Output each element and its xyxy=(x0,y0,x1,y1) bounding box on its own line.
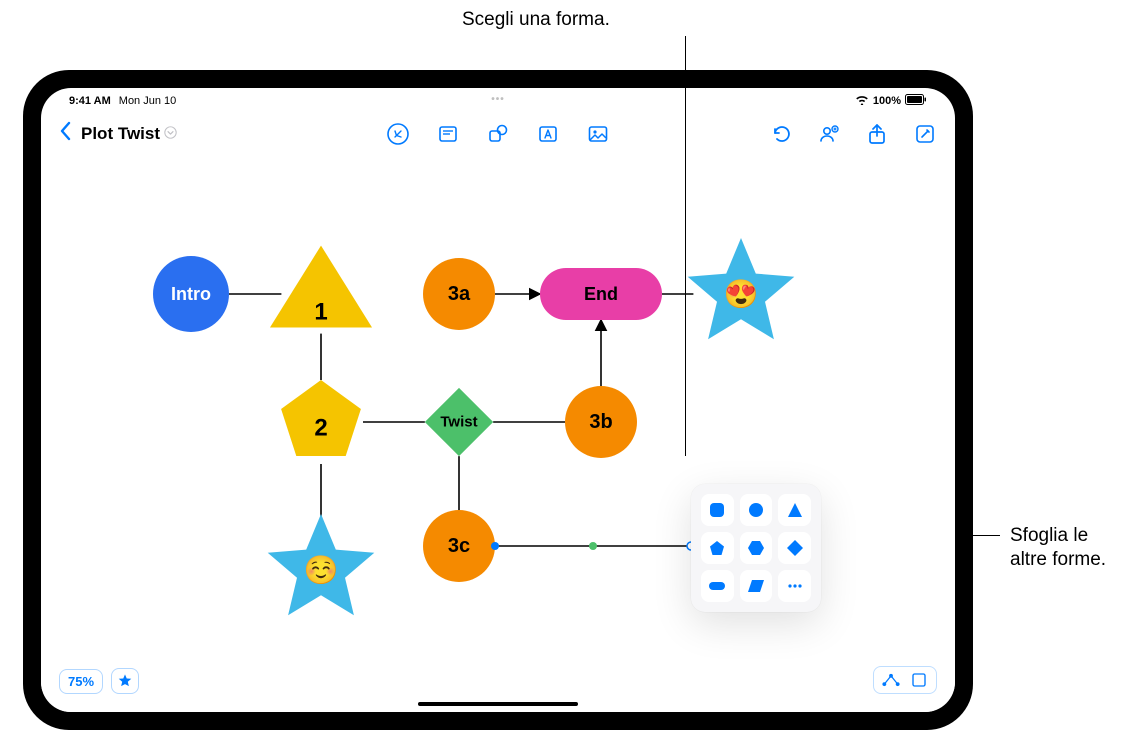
callout-line-top-ext xyxy=(685,88,686,456)
share-icon[interactable] xyxy=(865,122,889,146)
shape-option-pentagon[interactable] xyxy=(701,532,734,564)
select-mode-icon[interactable] xyxy=(908,669,930,691)
shape-label-intro: Intro xyxy=(171,284,211,304)
shape-option-rounded-square[interactable] xyxy=(701,494,734,526)
document-title-text: Plot Twist xyxy=(81,124,160,144)
edit-icon[interactable] xyxy=(913,122,937,146)
freeform-canvas[interactable]: Intro 1 3a End 😍 2 Twist 3b ☺️ 3c xyxy=(41,154,955,712)
shape-label-end: End xyxy=(584,284,618,304)
shape-label-tri1: 1 xyxy=(314,299,327,326)
ipad-screen: 9:41 AM Mon Jun 10 ••• 100% xyxy=(41,88,955,712)
chevron-down-icon xyxy=(164,126,177,142)
shape-option-circle[interactable] xyxy=(740,494,773,526)
shape-c3b[interactable]: 3b xyxy=(565,386,637,458)
shape-label-starE: 😍 xyxy=(724,279,759,310)
shapes-tool-icon[interactable] xyxy=(486,122,510,146)
undo-icon[interactable] xyxy=(769,122,793,146)
callout-right-line2: altre forme. xyxy=(1010,549,1106,570)
shape-c3a[interactable]: 3a xyxy=(423,258,495,330)
back-button[interactable] xyxy=(59,121,73,147)
shape-option-capsule[interactable] xyxy=(701,570,734,602)
text-tool-icon[interactable] xyxy=(536,122,560,146)
shape-label-twist: Twist xyxy=(440,414,477,431)
wifi-icon xyxy=(855,94,869,108)
canvas-svg: Intro 1 3a End 😍 2 Twist 3b ☺️ 3c xyxy=(41,154,955,712)
shape-c3c[interactable]: 3c xyxy=(423,510,495,582)
shape-option-hexagon[interactable] xyxy=(740,532,773,564)
status-date: Mon Jun 10 xyxy=(119,95,176,107)
pen-tool-icon[interactable] xyxy=(386,122,410,146)
home-indicator xyxy=(418,702,578,706)
shape-picker-popover[interactable] xyxy=(691,484,821,612)
connector-endpoint-start[interactable] xyxy=(491,542,499,550)
connection-mode-icon[interactable] xyxy=(880,669,902,691)
bottom-right-controls xyxy=(873,666,937,694)
callout-right: Sfoglia le altre forme. xyxy=(1010,524,1106,572)
ipad-device-frame: 9:41 AM Mon Jun 10 ••• 100% xyxy=(23,70,973,730)
navigator-icon[interactable] xyxy=(111,668,139,694)
battery-icon xyxy=(905,94,927,108)
shape-end[interactable]: End xyxy=(540,268,662,320)
connector-midpoint-handle[interactable] xyxy=(589,542,597,550)
zoom-level[interactable]: 75% xyxy=(59,669,103,694)
bottom-left-controls: 75% xyxy=(59,668,139,694)
collaborate-icon[interactable] xyxy=(817,122,841,146)
status-bar: 9:41 AM Mon Jun 10 ••• 100% xyxy=(41,88,955,108)
multitasking-dots[interactable]: ••• xyxy=(491,94,505,105)
callout-right-line1: Sfoglia le xyxy=(1010,525,1088,546)
shape-option-more[interactable] xyxy=(778,570,811,602)
shape-intro[interactable]: Intro xyxy=(153,256,229,332)
shape-starE[interactable]: 😍 xyxy=(688,238,795,339)
image-tool-icon[interactable] xyxy=(586,122,610,146)
sticky-note-icon[interactable] xyxy=(436,122,460,146)
shape-option-parallelogram[interactable] xyxy=(740,570,773,602)
shape-option-diamond[interactable] xyxy=(778,532,811,564)
shape-pent2[interactable]: 2 xyxy=(281,380,361,456)
shape-tri1[interactable]: 1 xyxy=(270,246,372,328)
shape-label-starS: ☺️ xyxy=(304,555,339,586)
shape-option-triangle[interactable] xyxy=(778,494,811,526)
shape-starS[interactable]: ☺️ xyxy=(268,514,375,615)
document-title[interactable]: Plot Twist xyxy=(81,124,177,144)
toolbar: Plot Twist xyxy=(41,114,955,154)
status-battery-text: 100% xyxy=(873,95,901,107)
status-time: 9:41 AM xyxy=(69,95,111,107)
shape-label-pent2: 2 xyxy=(314,415,327,442)
callout-top: Scegli una forma. xyxy=(462,8,610,32)
shape-label-c3c: 3c xyxy=(448,535,470,557)
shape-label-c3b: 3b xyxy=(589,411,612,433)
shape-twist[interactable]: Twist xyxy=(425,388,493,456)
shape-label-c3a: 3a xyxy=(448,283,471,305)
